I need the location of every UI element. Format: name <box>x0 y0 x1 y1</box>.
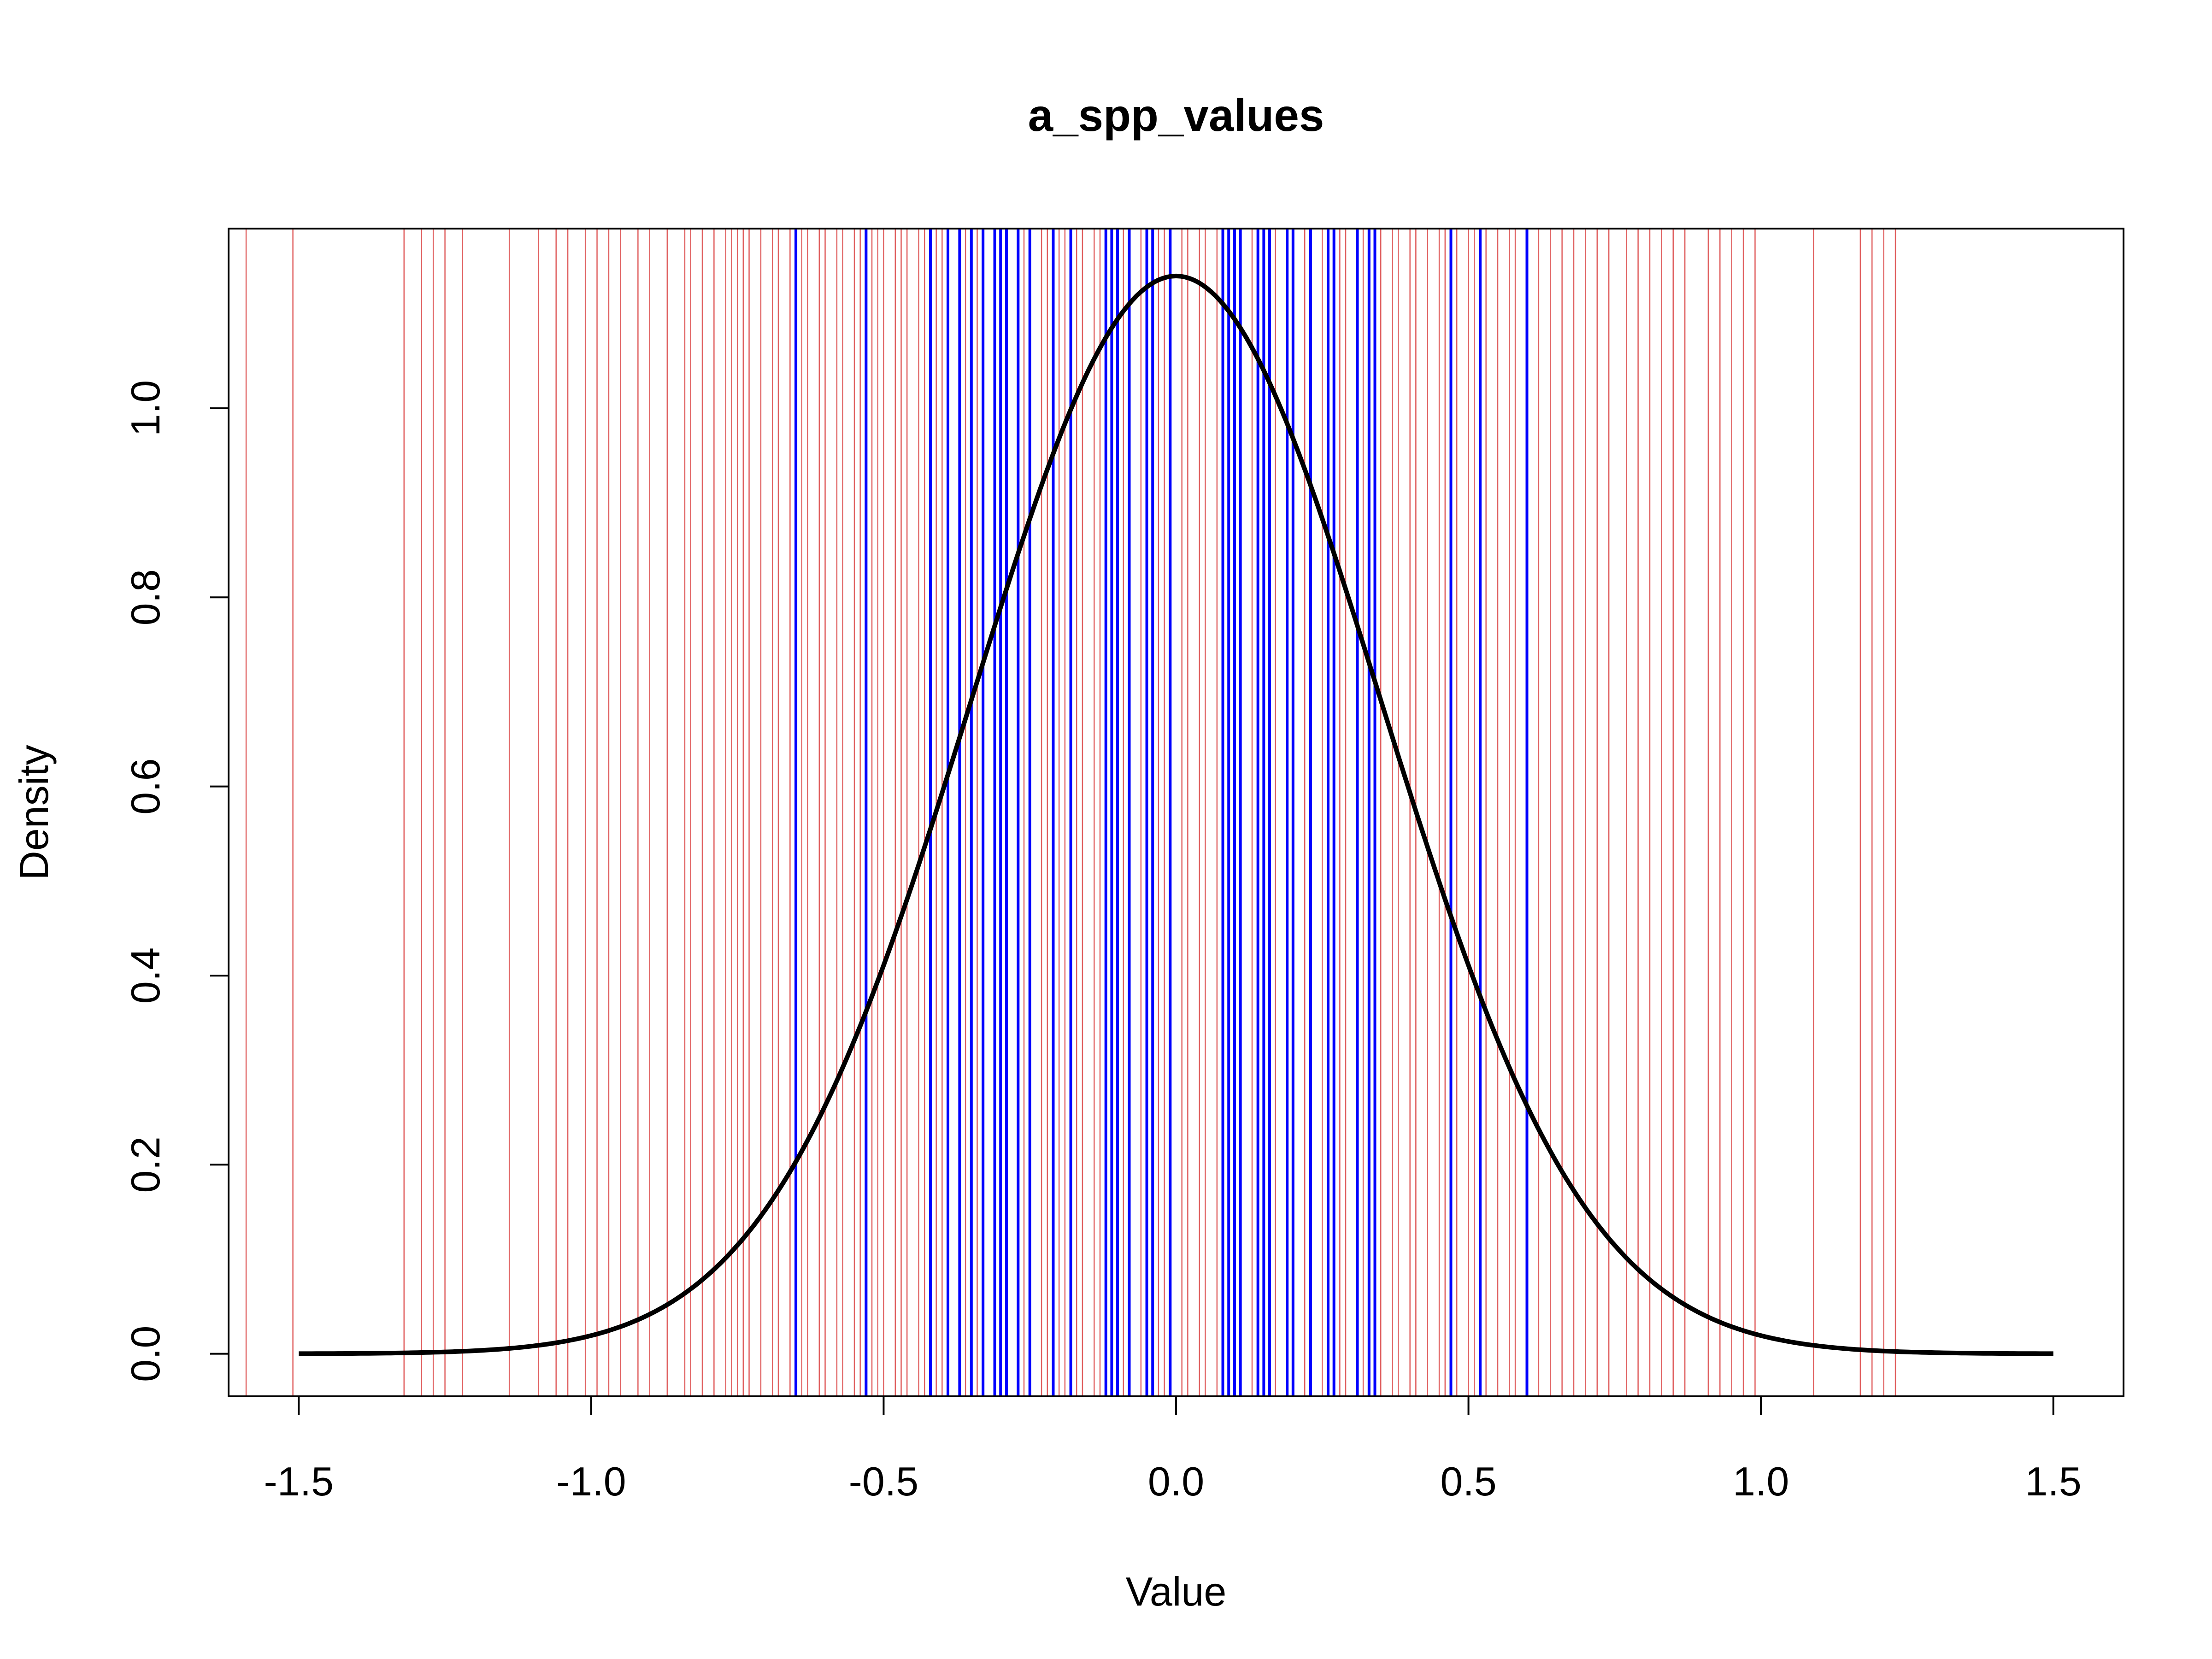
y-tick-label: 0.6 <box>123 758 168 814</box>
y-axis: 0.0 0.2 0.4 0.6 0.8 1.0 <box>123 380 229 1382</box>
density-curve <box>299 273 2053 1356</box>
x-axis: -1.5 -1.0 -0.5 0.0 0.5 1.0 1.5 <box>264 1395 2082 1504</box>
x-axis-label: Value <box>1126 1569 1227 1614</box>
y-tick-label: 0.2 <box>123 1136 168 1193</box>
x-tick-label: -1.0 <box>556 1459 626 1504</box>
x-tick-label: 1.5 <box>2025 1459 2082 1504</box>
x-tick-label: 1.0 <box>1733 1459 1789 1504</box>
chart-title: a_spp_values <box>1028 90 1324 141</box>
blue-rug-lines <box>794 229 1529 1396</box>
y-tick-label: 1.0 <box>123 380 168 436</box>
y-tick-label: 0.0 <box>123 1325 168 1382</box>
x-tick-label: -0.5 <box>849 1459 919 1504</box>
y-tick-label: 0.4 <box>123 947 168 1004</box>
x-tick-label: 0.5 <box>1440 1459 1496 1504</box>
y-axis-label: Density <box>11 745 57 880</box>
x-tick-label: 0.0 <box>1148 1459 1204 1504</box>
y-tick-label: 0.8 <box>123 569 168 625</box>
x-tick-label: -1.5 <box>264 1459 334 1504</box>
